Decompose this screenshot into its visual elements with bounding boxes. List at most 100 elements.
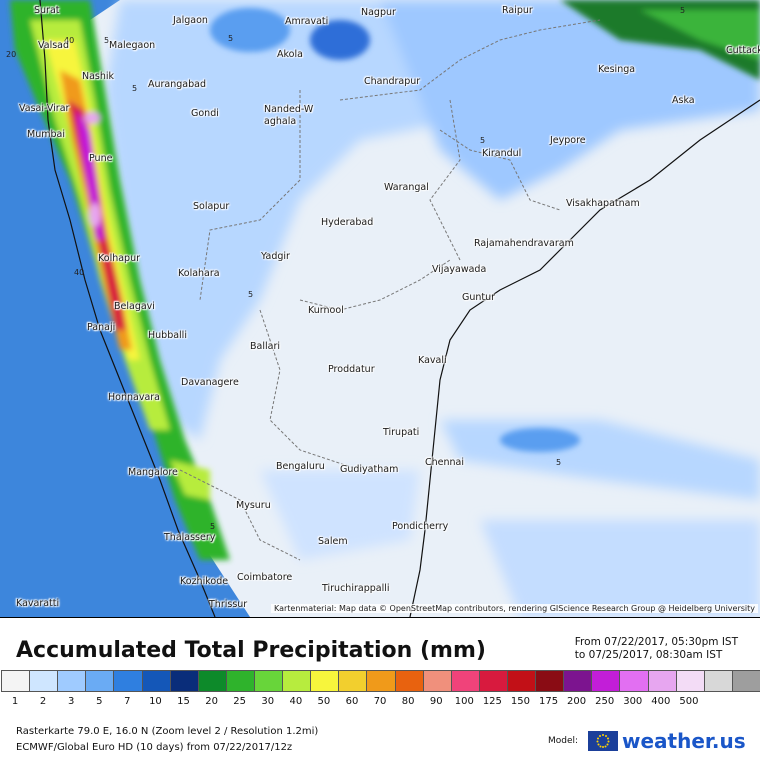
legend-swatch	[676, 671, 705, 691]
city-label: Honnavara	[108, 392, 160, 403]
city-label: Jalgaon	[173, 15, 208, 26]
city-label: Rajamahendravaram	[474, 238, 574, 249]
scale-values: 1 2 3 5 7 10 15 20 25 30 40 50 60 70 80 90 100 125 150 175 2…	[1, 696, 759, 707]
city-label: Panaji	[87, 322, 116, 333]
legend-swatch	[648, 671, 677, 691]
contour-label: 5	[104, 36, 110, 45]
contour-label: 5	[556, 458, 562, 467]
legend-value: 150	[510, 696, 530, 707]
legend-value-empty	[703, 696, 731, 707]
divider	[0, 617, 760, 618]
legend-value-empty	[731, 696, 759, 707]
legend-value: 125	[482, 696, 502, 707]
city-label: Tiruchirappalli	[322, 583, 390, 594]
legend-value: 1	[11, 696, 19, 707]
legend-swatch	[423, 671, 452, 691]
legend-value: 300	[623, 696, 643, 707]
city-label: Nashik	[82, 71, 115, 82]
legend-value: 250	[595, 696, 615, 707]
legend-value: 15	[177, 696, 190, 707]
legend-swatch	[507, 671, 537, 691]
city-label: Tirupati	[383, 427, 420, 438]
map-canvas	[0, 0, 760, 617]
city-label: Kolhapur	[98, 253, 141, 264]
city-label: Warangal	[384, 182, 429, 193]
precipitation-map[interactable]: 20 5 5 5 40 5 5 5 40 5 5 Surat Valsad Ja…	[0, 0, 760, 617]
city-label: Pune	[89, 153, 113, 164]
city-label: Gudiyatham	[340, 464, 399, 475]
west-coastline	[39, 0, 216, 617]
east-coastline	[409, 99, 760, 617]
legend-swatch	[451, 671, 480, 691]
city-label: Nagpur	[361, 7, 396, 18]
model-info: ECMWF/Global Euro HD (10 days) from 07/2…	[16, 742, 293, 753]
contour-label: 40	[64, 36, 75, 45]
map-attribution: Kartenmaterial: Map data © OpenStreetMap…	[270, 604, 758, 613]
state-borders	[179, 19, 601, 561]
legend-value: 200	[567, 696, 587, 707]
legend-value: 25	[233, 696, 247, 707]
legend-value: 5	[96, 696, 103, 707]
legend-swatch	[283, 671, 312, 691]
legend-swatch	[339, 671, 368, 691]
legend-swatch	[620, 671, 649, 691]
legend-swatch	[226, 671, 255, 691]
city-label: Malegaon	[109, 40, 156, 51]
legend-value: 2	[39, 696, 47, 707]
city-label: Kolahara	[178, 268, 220, 279]
city-label: Nanded-Waghala	[264, 104, 314, 127]
legend-value: 30	[261, 696, 275, 707]
contour-label: 5	[248, 290, 254, 299]
city-label: Kavali	[418, 355, 447, 366]
legend-value: 40	[289, 696, 303, 707]
map-info: Rasterkarte 79.0 E, 16.0 N (Zoom level 2…	[16, 724, 318, 756]
legend-value: 7	[124, 696, 131, 707]
legend-swatch	[142, 671, 171, 691]
city-label: Kavaratti	[16, 598, 60, 609]
legend-swatch	[170, 671, 199, 691]
city-label: Davanagere	[181, 377, 239, 388]
legend-swatch	[704, 671, 733, 691]
legend-swatch	[592, 671, 621, 691]
city-label: Kirandul	[482, 148, 522, 159]
model-label: Model:	[548, 736, 579, 746]
period-from: From 07/22/2017, 05:30pm IST	[574, 636, 738, 648]
legend-swatch	[395, 671, 424, 691]
contour-label: 5	[228, 34, 234, 43]
city-label: Vasai-Virar	[19, 103, 70, 114]
city-label: Kesinga	[598, 64, 636, 75]
legend-swatch	[58, 671, 87, 691]
city-label: Jeypore	[550, 135, 586, 146]
legend-value: 60	[345, 696, 359, 707]
legend-swatch	[367, 671, 396, 691]
legend-swatch	[479, 671, 508, 691]
page-title: Accumulated Total Precipitation (mm)	[16, 638, 486, 663]
legend-value: 20	[205, 696, 218, 707]
city-label: Thalassery	[164, 532, 216, 543]
city-label: Coimbatore	[237, 572, 293, 583]
legend-swatch	[2, 671, 31, 691]
city-label: Raipur	[502, 5, 533, 16]
color-scale	[1, 670, 760, 692]
city-label: Mumbai	[27, 129, 65, 140]
city-label: Hubballi	[148, 330, 187, 341]
city-label: Belagavi	[114, 301, 155, 312]
legend-value: 500	[679, 696, 699, 707]
city-label: Cuttack	[726, 45, 760, 56]
contour-label: 5	[132, 84, 138, 93]
contour-label: 40	[74, 268, 85, 277]
city-label: Pondicherry	[392, 521, 449, 532]
city-label: Mysuru	[236, 500, 271, 511]
legend-swatch	[114, 671, 143, 691]
light-precip-layer	[105, 0, 760, 617]
eu-flag-icon	[588, 731, 618, 751]
legend-swatch	[198, 671, 227, 691]
city-label: Yadgir	[261, 251, 290, 262]
city-label: Gondi	[191, 108, 219, 119]
weather-us-logo[interactable]: weather.us	[622, 729, 746, 753]
raster-info: Rasterkarte 79.0 E, 16.0 N (Zoom level 2…	[16, 726, 319, 737]
city-label: Chennai	[425, 457, 465, 468]
legend-value: 80	[401, 696, 415, 707]
legend-value: 175	[538, 696, 559, 707]
